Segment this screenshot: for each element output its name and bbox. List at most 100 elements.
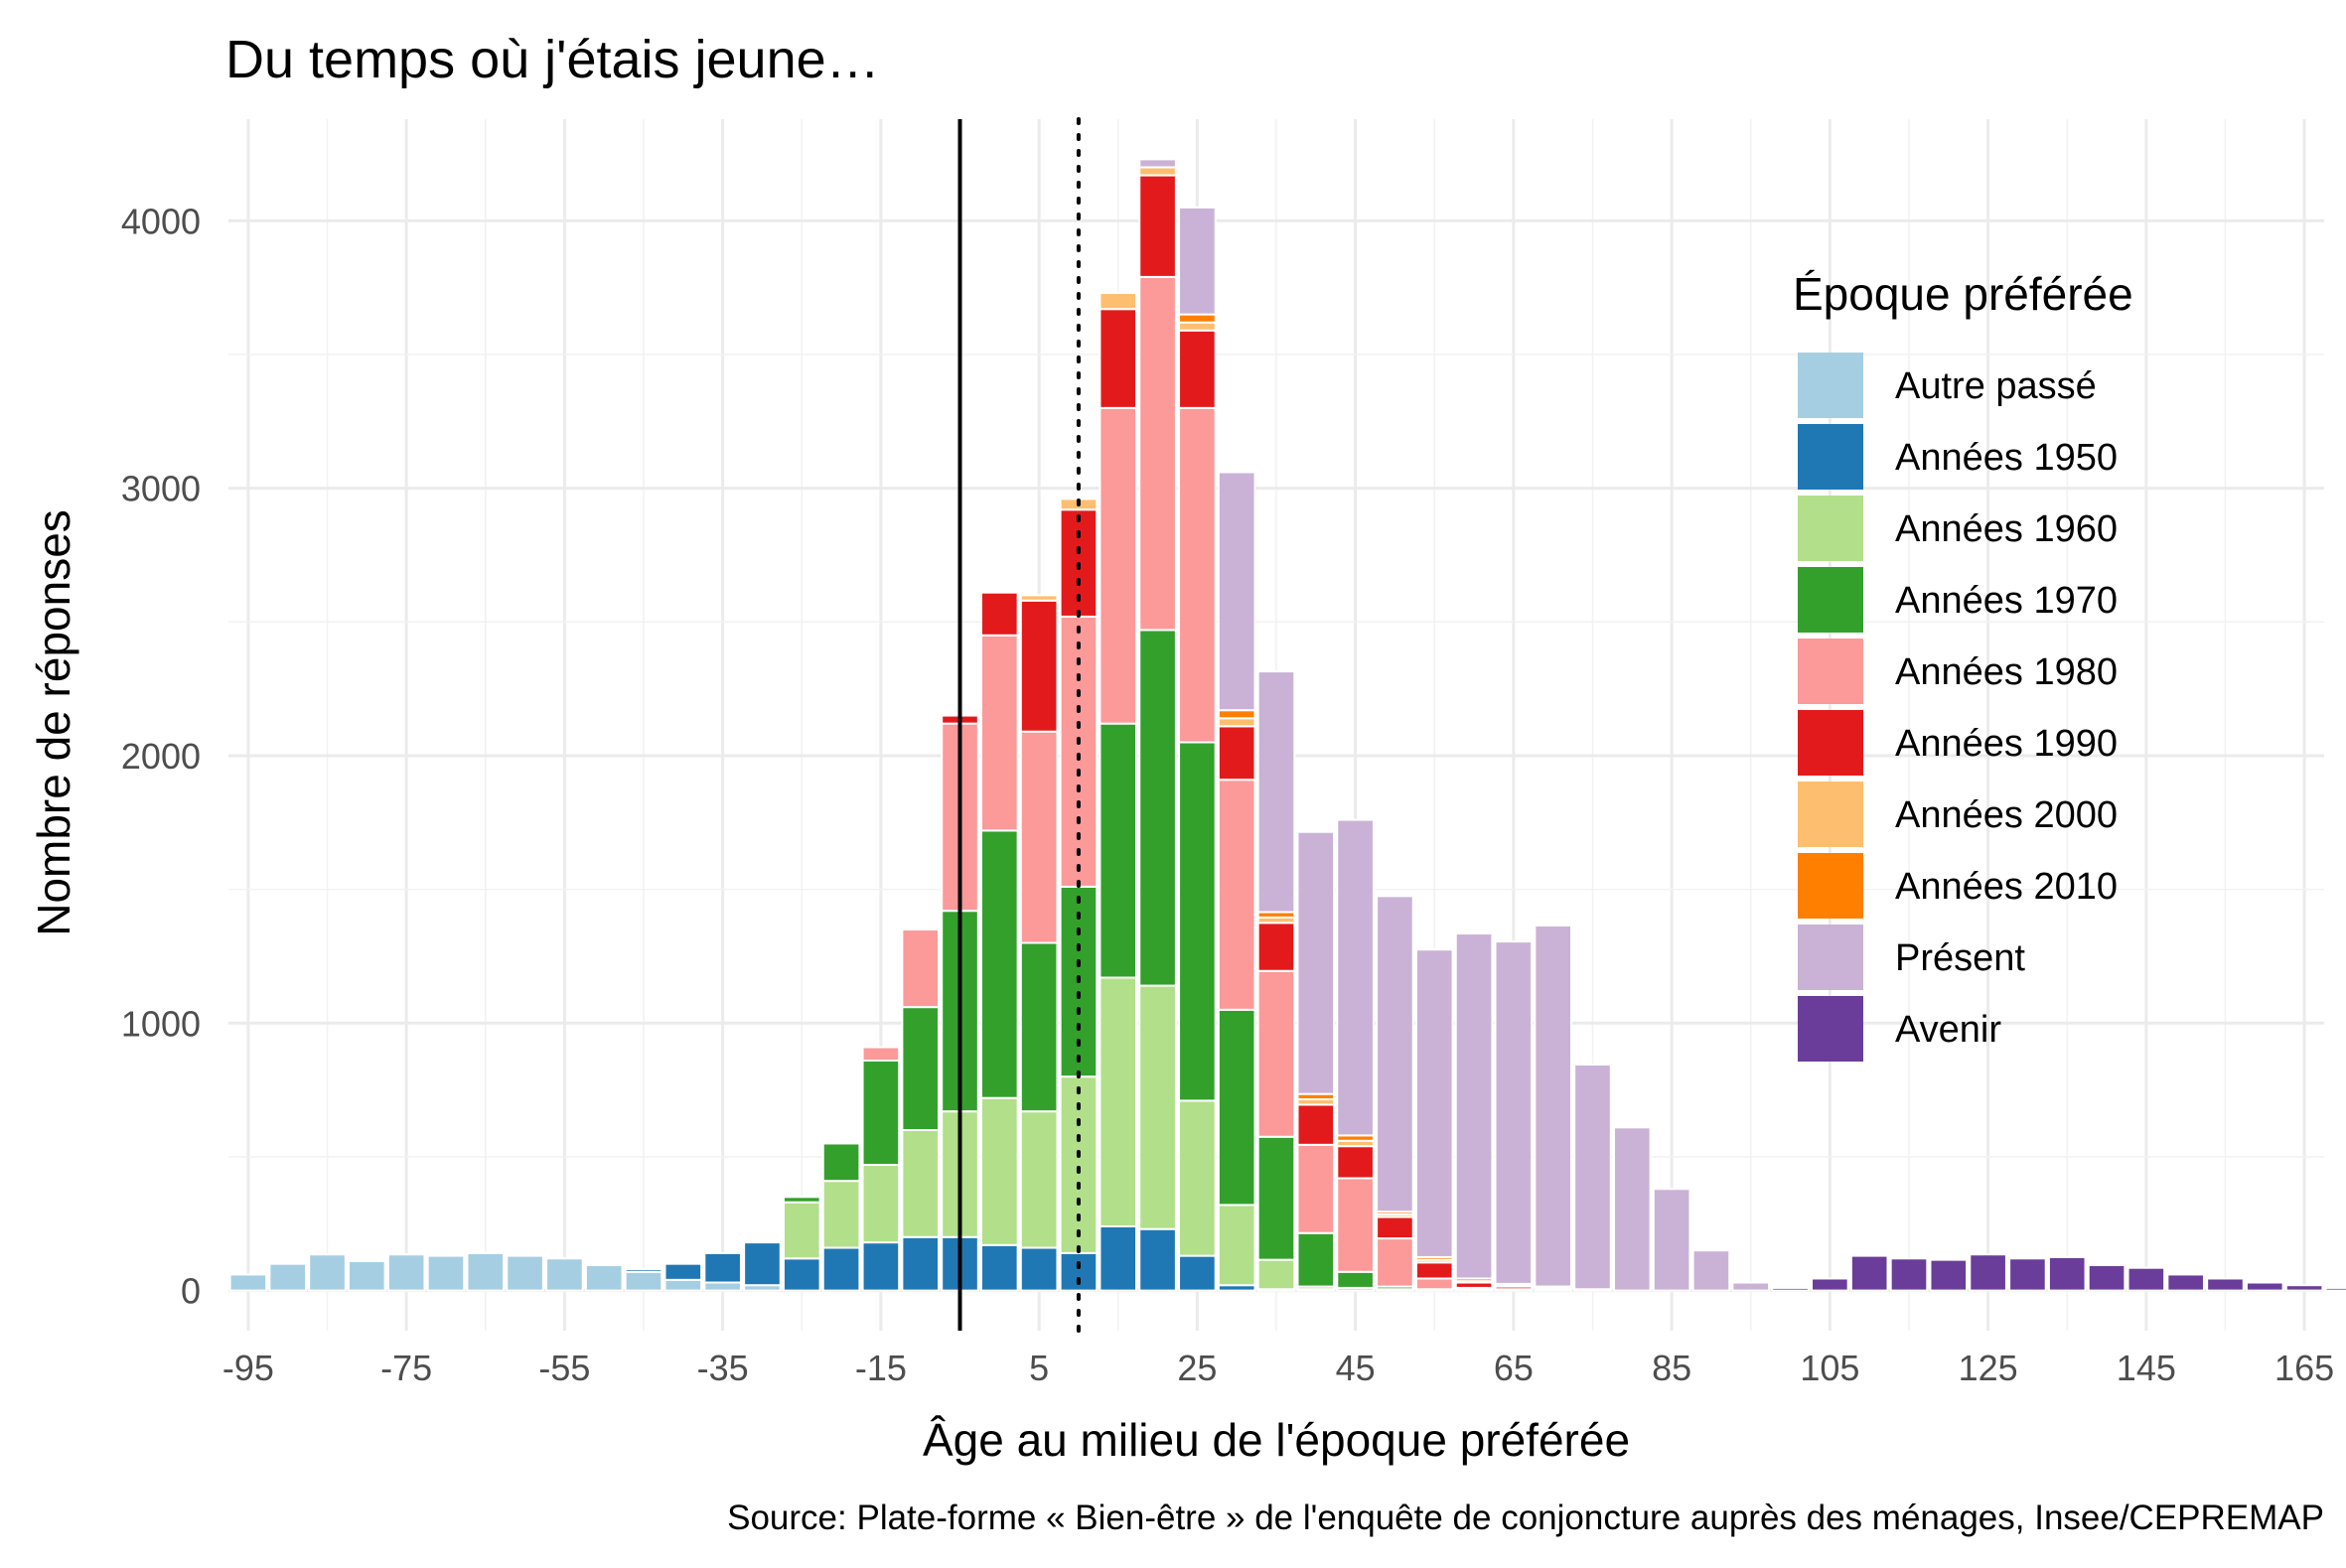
bar-segment <box>1256 922 1296 972</box>
legend-label: Années 1960 <box>1895 508 2118 550</box>
bar-segment <box>980 1096 1019 1246</box>
bar-stack <box>743 1241 782 1292</box>
bar-segment <box>1059 615 1099 888</box>
bar-segment <box>1414 1261 1454 1280</box>
bar-segment <box>1849 1254 1889 1292</box>
x-tick-label: -95 <box>222 1348 274 1388</box>
bar-segment <box>821 1180 861 1249</box>
bar-segment <box>980 829 1019 1099</box>
legend-swatch <box>1798 496 1863 561</box>
bar-stack <box>466 1251 506 1292</box>
bar-stack <box>506 1254 544 1292</box>
x-axis-label: Âge au milieu de l'époque préférée <box>923 1414 1630 1466</box>
bar-segment <box>1256 1135 1296 1261</box>
bar-segment <box>426 1254 466 1292</box>
bar-segment <box>1099 406 1138 725</box>
bar-stack <box>624 1268 663 1292</box>
bar-stack <box>2087 1264 2126 1292</box>
bar-segment <box>1217 1008 1256 1207</box>
bar-segment <box>1099 308 1138 409</box>
bar-stack <box>2008 1257 2047 1292</box>
x-tick-label: 65 <box>1494 1348 1534 1388</box>
bar-segment <box>1652 1188 1691 1292</box>
bar-segment <box>1256 969 1296 1138</box>
bar-stack <box>901 928 941 1292</box>
bar-stack <box>1494 940 1534 1292</box>
bar-segment <box>861 1059 901 1167</box>
bar-segment <box>1019 1246 1059 1292</box>
x-tick-label: 145 <box>2117 1348 2176 1388</box>
bar-segment <box>1099 292 1138 311</box>
bar-stack <box>1336 818 1375 1292</box>
bar-segment <box>1969 1253 2007 1292</box>
bar-stack <box>426 1254 466 1292</box>
x-tick-label: 125 <box>1959 1348 2018 1388</box>
bar-segment <box>506 1254 544 1292</box>
bar-segment <box>980 634 1019 832</box>
bar-segment <box>308 1253 347 1292</box>
bar-stack <box>1178 206 1217 1292</box>
bar-segment <box>268 1262 308 1292</box>
legend-item: Années 1970 <box>1798 567 2118 633</box>
bar-segment <box>1138 174 1177 278</box>
bar-stack <box>1731 1281 1771 1292</box>
bar-segment <box>1138 1227 1177 1292</box>
bar-stack <box>1929 1258 1969 1292</box>
bar-segment <box>901 928 941 1009</box>
bar-stack <box>1811 1277 1849 1292</box>
bar-segment <box>861 1241 901 1292</box>
y-axis-label: Nombre de réponses <box>28 509 79 936</box>
bar-segment <box>901 1235 941 1292</box>
bar-segment <box>861 1164 901 1244</box>
legend-item: Avenir <box>1798 996 2001 1062</box>
bar-segment <box>624 1268 663 1273</box>
bar-segment <box>2087 1264 2126 1292</box>
bar-segment <box>1138 629 1177 987</box>
bar-segment <box>2245 1281 2284 1292</box>
bar-segment <box>1178 206 1217 316</box>
bar-segment <box>1138 984 1177 1230</box>
legend-item: Années 2000 <box>1798 782 2118 847</box>
bar-segment <box>1296 830 1336 1095</box>
bar-segment <box>228 1273 268 1292</box>
bar-stack <box>228 1273 268 1292</box>
bar-stack <box>1019 594 1059 1292</box>
bar-segment <box>1019 594 1059 602</box>
bar-segment <box>663 1278 703 1292</box>
bar-segment <box>624 1270 663 1292</box>
bar-segment <box>901 1006 941 1132</box>
bar-segment <box>1336 1145 1375 1180</box>
bar-stack <box>348 1259 386 1292</box>
bar-stack <box>2324 1286 2346 1292</box>
bar-segment <box>1099 1224 1138 1292</box>
legend-label: Années 1950 <box>1895 437 2118 479</box>
bar-stack <box>1612 1126 1652 1292</box>
bar-segment <box>901 1129 941 1238</box>
bar-segment <box>1771 1286 1810 1292</box>
bar-stack <box>980 591 1019 1292</box>
bar-segment <box>1178 1254 1217 1292</box>
legend-swatch <box>1798 424 1863 490</box>
bar-segment <box>1376 1237 1414 1288</box>
bar-stack <box>821 1142 861 1292</box>
bar-segment <box>1534 924 1572 1288</box>
bar-segment <box>2047 1255 2087 1292</box>
x-tick-label: -55 <box>538 1348 590 1388</box>
bar-stack <box>1652 1188 1691 1292</box>
bar-stack <box>1256 670 1296 1292</box>
x-tick-label: 85 <box>1652 1348 1691 1388</box>
legend-item: Années 2010 <box>1798 853 2118 919</box>
bar-segment <box>1019 599 1059 733</box>
bar-segment <box>1138 158 1177 169</box>
bar-stack <box>1573 1064 1612 1292</box>
bar-segment <box>1376 1215 1414 1240</box>
bar-stack <box>1889 1257 1929 1292</box>
legend-swatch <box>1798 710 1863 776</box>
bar-stack <box>1138 158 1177 1292</box>
bar-segment <box>545 1257 584 1292</box>
bar-segment <box>1691 1249 1731 1292</box>
legend-swatch <box>1798 782 1863 847</box>
bar-segment <box>466 1251 506 1292</box>
bar-segment <box>1811 1277 1849 1292</box>
bar-segment <box>1178 741 1217 1102</box>
